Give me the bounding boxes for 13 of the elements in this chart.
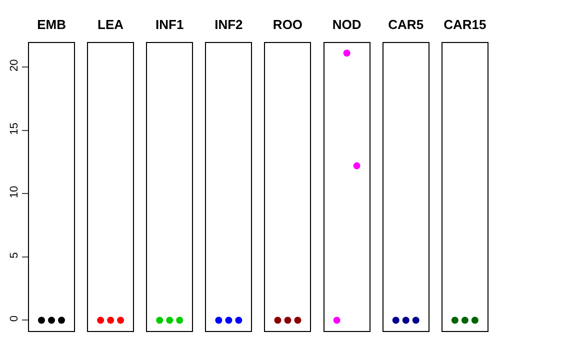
y-tick-label: 0 — [8, 316, 21, 322]
y-tick-label: 10 — [8, 186, 21, 198]
y-tick-label: 15 — [8, 122, 21, 135]
x-tick-label: ROO — [272, 16, 303, 32]
x-tick-label: NOD — [332, 16, 362, 32]
x-tick-label: INF2 — [214, 16, 243, 32]
x-tick-label: CAR5 — [388, 16, 424, 32]
x-tick-label: LEA — [98, 16, 124, 32]
x-tick-label: EMB — [37, 16, 66, 32]
x-tick-label: CAR15 — [444, 16, 486, 32]
y-tick-label: 20 — [8, 59, 21, 72]
x-tick-label: INF1 — [156, 16, 184, 32]
y-tick-label: 5 — [8, 252, 21, 258]
